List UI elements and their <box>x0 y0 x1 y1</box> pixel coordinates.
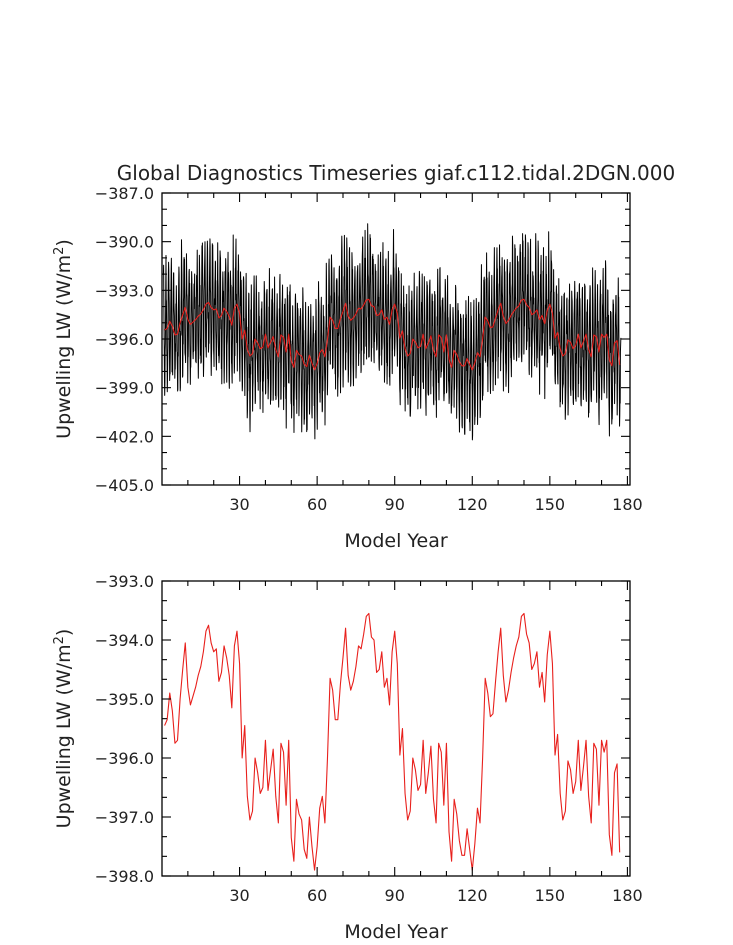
y-axis-label: Upwelling LW (W/m2) <box>52 239 75 439</box>
x-tick-label: 180 <box>612 495 643 514</box>
series-annual-mean <box>164 298 621 371</box>
y-tick-label: −405.0 <box>95 476 154 495</box>
y-tick-label: −393.0 <box>95 572 154 591</box>
x-tick-label: 150 <box>535 886 566 905</box>
y-tick-label: −398.0 <box>95 867 154 886</box>
bottom-panel: 30 60 90 120 150 180 −393.0 −394.0 −395.0 −396.0 −… <box>52 572 643 943</box>
y-tick-label: −387.0 <box>95 184 154 203</box>
y-tick-label: −395.0 <box>95 690 154 709</box>
x-tick-label: 180 <box>612 886 643 905</box>
x-tick-label: 120 <box>457 495 488 514</box>
x-axis-label: Model Year <box>344 921 448 943</box>
x-tick-label: 150 <box>535 495 566 514</box>
y-tick-label: −402.0 <box>95 427 154 446</box>
series-monthly <box>162 223 622 441</box>
plot-frame <box>161 580 631 877</box>
y-tick-label: −396.0 <box>95 749 154 768</box>
series-annual-mean <box>164 612 621 871</box>
x-tick-label: 30 <box>229 495 249 514</box>
x-axis-label: Model Year <box>344 530 448 552</box>
y-tick-label: −396.0 <box>95 330 154 349</box>
chart-title: Global Diagnostics Timeseries giaf.c112.… <box>117 161 675 185</box>
x-tick-label: 30 <box>229 886 249 905</box>
x-tick-label: 120 <box>457 886 488 905</box>
x-tick-label: 90 <box>385 886 405 905</box>
top-panel: 30 60 90 120 150 180 −387.0 −390.0 −393.0 −396.0 −… <box>52 184 643 552</box>
y-tick-label: −393.0 <box>95 281 154 300</box>
y-tick-label: −390.0 <box>95 233 154 252</box>
x-tick-label: 90 <box>385 495 405 514</box>
x-tick-label: 60 <box>307 886 327 905</box>
x-tick-label: 60 <box>307 495 327 514</box>
y-tick-label: −397.0 <box>95 808 154 827</box>
y-tick-label: −394.0 <box>95 631 154 650</box>
y-axis-label: Upwelling LW (W/m2) <box>52 629 75 829</box>
y-tick-label: −399.0 <box>95 379 154 398</box>
